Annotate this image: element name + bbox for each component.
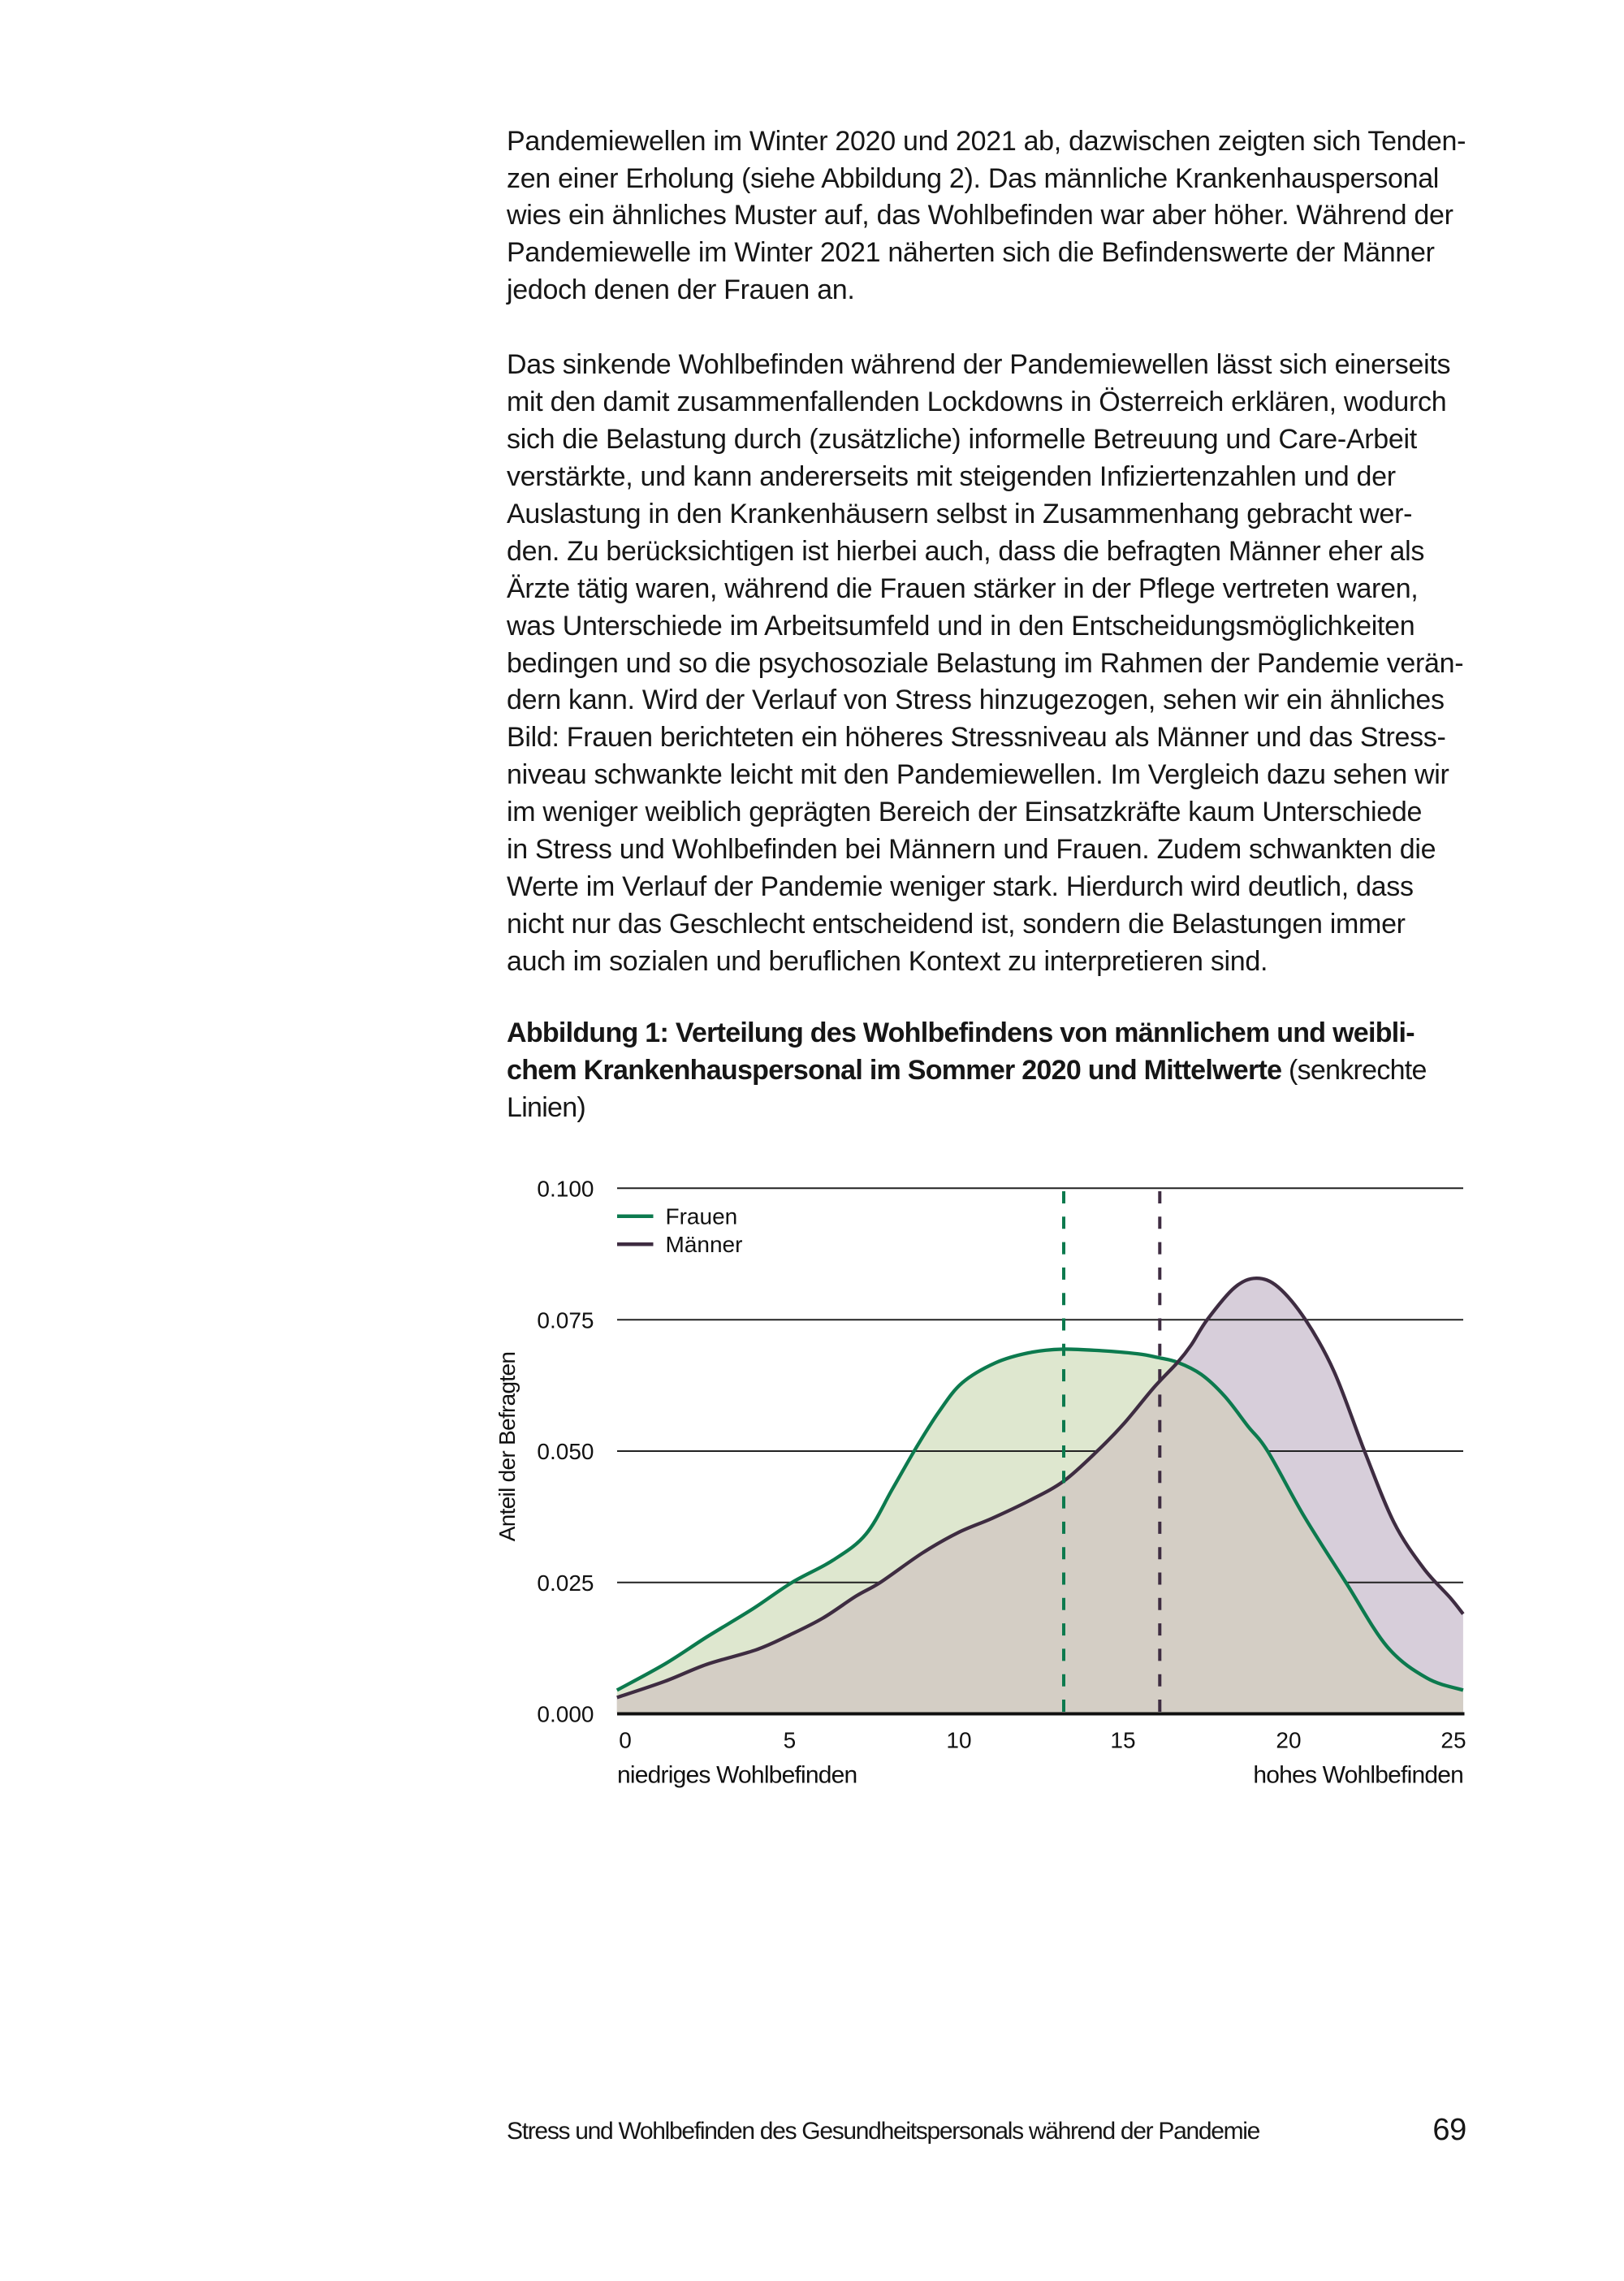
svg-text:0.025: 0.025 xyxy=(537,1570,594,1596)
svg-text:5: 5 xyxy=(784,1728,797,1753)
svg-text:niedriges Wohlbefinden: niedriges Wohlbefinden xyxy=(617,1762,857,1789)
svg-text:20: 20 xyxy=(1276,1728,1301,1753)
svg-text:Frauen: Frauen xyxy=(666,1204,738,1229)
svg-text:0.000: 0.000 xyxy=(537,1702,594,1727)
svg-text:0.050: 0.050 xyxy=(537,1439,594,1464)
svg-text:25: 25 xyxy=(1440,1728,1466,1753)
svg-text:Männer: Männer xyxy=(666,1232,743,1257)
svg-text:0: 0 xyxy=(619,1728,632,1753)
svg-text:0.075: 0.075 xyxy=(537,1307,594,1333)
svg-text:Anteil der Befragten: Anteil der Befragten xyxy=(495,1352,520,1542)
svg-text:hohes Wohlbefinden: hohes Wohlbefinden xyxy=(1253,1762,1463,1789)
svg-text:10: 10 xyxy=(946,1728,971,1753)
svg-text:0.100: 0.100 xyxy=(537,1177,594,1202)
svg-text:15: 15 xyxy=(1110,1728,1135,1753)
